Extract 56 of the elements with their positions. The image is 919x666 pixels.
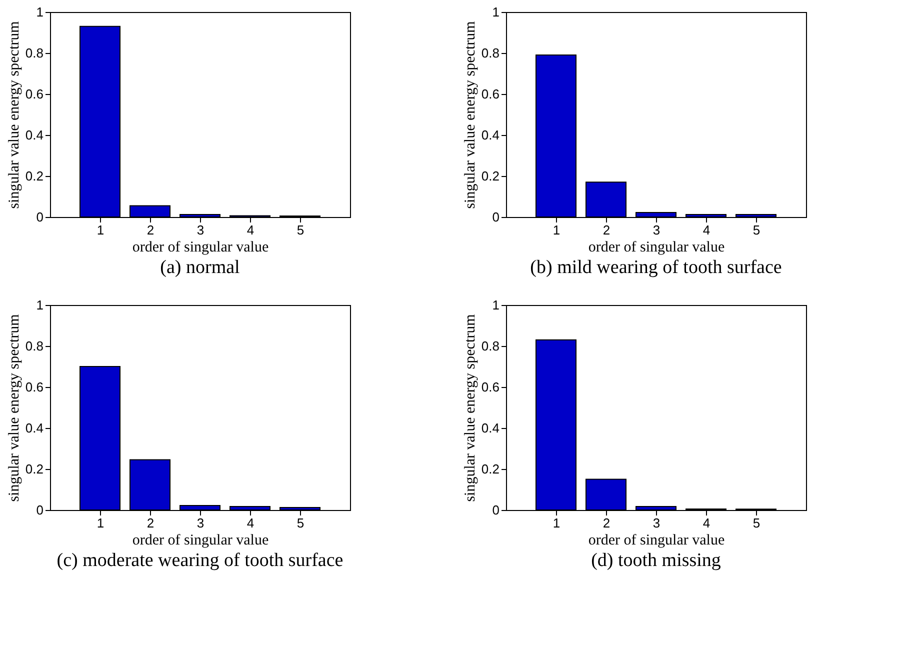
x-tick-label: 2 xyxy=(146,516,154,530)
x-tick-label: 3 xyxy=(196,222,204,238)
y-axis-title: singular value energy spectrum xyxy=(6,314,22,502)
x-axis-title: order of singular value xyxy=(588,532,725,548)
x-tick-label: 4 xyxy=(246,516,254,530)
x-tick-label: 4 xyxy=(246,222,254,238)
y-tick-label: 1 xyxy=(492,4,500,20)
y-tick-label: 0 xyxy=(492,210,500,224)
y-tick-label: 0.2 xyxy=(481,168,500,184)
y-tick-label: 0.8 xyxy=(25,338,44,354)
y-tick-label: 0.2 xyxy=(25,462,44,476)
text: (d) tooth missing xyxy=(591,550,722,571)
x-tick-label: 2 xyxy=(602,516,610,530)
y-tick-label: 0.4 xyxy=(25,128,44,142)
y-tick-label: 0.8 xyxy=(25,46,44,60)
y-tick-label: 0.2 xyxy=(25,168,44,184)
y-tick-label: 0 xyxy=(36,502,44,518)
x-axis-title: order of singular value xyxy=(132,532,269,548)
y-axis-title: singular value energy spectrum xyxy=(462,314,478,502)
x-tick-label: 1 xyxy=(96,222,104,238)
y-tick-label: 0.2 xyxy=(481,462,500,476)
x-tick-label: 3 xyxy=(652,222,660,238)
x-tick-label: 3 xyxy=(196,516,204,530)
x-tick-label: 2 xyxy=(146,222,154,238)
text: (c) moderate wearing of tooth surface xyxy=(56,550,344,571)
y-tick-label: 0.8 xyxy=(481,338,500,354)
x-tick-label: 1 xyxy=(552,222,560,238)
x-tick-label: 1 xyxy=(96,516,104,530)
x-axis-title: order of singular value xyxy=(588,240,725,256)
x-tick-label: 3 xyxy=(652,516,660,530)
y-tick-label: 0.6 xyxy=(481,86,500,102)
x-tick-label: 2 xyxy=(602,222,610,238)
y-axis-title: singular value energy spectrum xyxy=(462,20,478,209)
x-tick-label: 5 xyxy=(752,516,760,530)
x-tick-label: 5 xyxy=(752,222,760,238)
y-tick-label: 0.6 xyxy=(25,86,44,102)
text: (a) normal xyxy=(160,257,240,278)
y-tick-label: 1 xyxy=(492,298,500,312)
y-axis-title: singular value energy spectrum xyxy=(6,20,22,209)
x-tick-label: 4 xyxy=(702,222,710,238)
x-axis-title: order of singular value xyxy=(132,240,269,256)
x-tick-label: 5 xyxy=(296,516,304,530)
y-tick-label: 1 xyxy=(36,4,44,20)
y-tick-label: 0.4 xyxy=(481,128,500,142)
y-tick-label: 0.4 xyxy=(25,420,44,436)
x-tick-label: 5 xyxy=(296,222,304,238)
y-tick-label: 0.6 xyxy=(481,380,500,394)
text: (b) mild wearing of tooth surface xyxy=(530,257,782,278)
y-tick-label: 0.6 xyxy=(25,380,44,394)
y-tick-label: 0 xyxy=(492,502,500,518)
y-tick-label: 0.8 xyxy=(481,46,500,60)
y-tick-label: 0 xyxy=(36,210,44,224)
y-tick-label: 0.4 xyxy=(481,420,500,436)
x-tick-label: 4 xyxy=(702,516,710,530)
y-tick-label: 1 xyxy=(36,298,44,312)
x-tick-label: 1 xyxy=(552,516,560,530)
